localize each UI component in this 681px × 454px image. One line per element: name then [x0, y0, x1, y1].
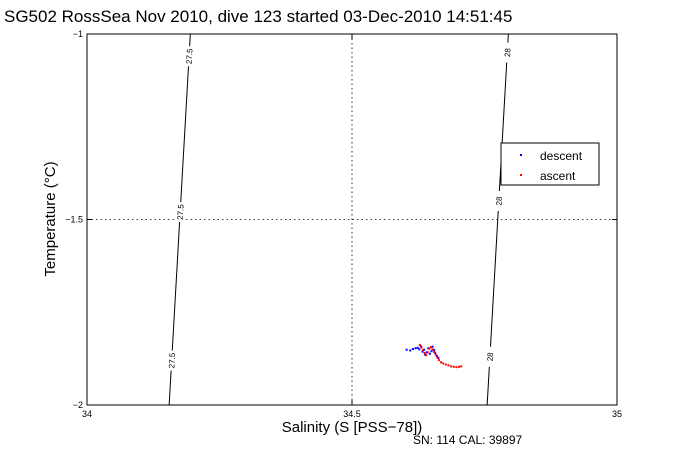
contour-label: 28 — [495, 196, 505, 206]
descent-point — [430, 350, 433, 353]
descent-point — [434, 352, 437, 355]
ascent-point — [450, 365, 453, 368]
legend-descent-label: descent — [540, 149, 583, 163]
density-contours: 27.5 27.5 27.5 28 28 28 — [166, 33, 513, 406]
serial-calibration-note: SN: 114 CAL: 39897 — [413, 433, 523, 447]
contour-label: 27.5 — [176, 204, 186, 221]
y-tick-label: −1.5 — [65, 215, 83, 225]
contour-label-gap — [175, 202, 186, 223]
chart-title: SG502 RossSea Nov 2010, dive 123 started… — [4, 7, 512, 26]
descent-point — [419, 345, 422, 348]
contour-label-gap — [166, 350, 177, 371]
x-tick-label: 34.5 — [343, 409, 361, 419]
descent-point — [428, 352, 431, 355]
descent-point — [435, 355, 438, 358]
contour-label: 28 — [503, 47, 513, 57]
ascent-point — [447, 364, 450, 367]
ascent-point — [460, 365, 463, 368]
axis-ticks: 34 34.5 35 −2 −1.5 −1 — [65, 29, 622, 419]
descent-point — [405, 348, 408, 351]
descent-point — [433, 349, 436, 352]
data-points — [405, 343, 463, 369]
descent-point — [423, 348, 426, 351]
descent-point — [409, 349, 412, 352]
grid-lines — [87, 34, 617, 405]
ascent-point — [425, 354, 428, 357]
contour-label-gap — [184, 46, 195, 67]
x-tick-label: 34 — [82, 409, 92, 419]
contour-label: 28 — [486, 352, 496, 362]
legend-box — [500, 142, 600, 186]
descent-point — [421, 350, 424, 353]
contour-label-gap — [493, 190, 504, 211]
contour-line-28 — [486, 33, 509, 406]
contour-label: 27.5 — [167, 352, 177, 369]
ascent-point — [423, 352, 426, 355]
y-axis-label: Temperature (°C) — [42, 161, 59, 276]
x-axis-label: Salinity (S [PSS−78]) — [282, 419, 422, 436]
legend-descent-marker — [520, 154, 522, 156]
ascent-point — [418, 343, 421, 346]
ascent-point — [442, 362, 445, 365]
ascent-point — [429, 346, 432, 349]
ascent-point — [455, 366, 458, 369]
ascent-point — [434, 353, 437, 356]
contour-label-gap — [502, 42, 513, 63]
descent-point — [437, 356, 440, 359]
descent-point — [416, 346, 419, 349]
descent-point — [427, 347, 430, 350]
ascent-point — [422, 349, 425, 352]
descent-point — [424, 353, 427, 356]
ascent-point — [452, 365, 455, 368]
y-tick-label: −2 — [73, 400, 83, 410]
legend-ascent-label: ascent — [540, 169, 576, 183]
ascent-point — [440, 361, 443, 364]
descent-point — [425, 351, 428, 354]
ascent-point — [428, 347, 431, 350]
ascent-point — [420, 346, 423, 349]
contour-label: 27.5 — [185, 48, 195, 65]
descent-point — [418, 348, 421, 351]
ascent-point — [436, 356, 439, 359]
legend: descent ascent — [500, 142, 600, 186]
ascent-point — [426, 351, 429, 354]
contour-label-gap — [484, 346, 495, 367]
ascent-point — [444, 363, 447, 366]
ascent-point — [437, 359, 440, 362]
plot-area: 27.5 27.5 27.5 28 28 28 34 34.5 35 −2 −1.5 −1 — [65, 29, 622, 419]
legend-ascent-marker — [520, 174, 522, 176]
descent-point — [411, 347, 414, 350]
y-tick-label: −1 — [73, 29, 83, 39]
ascent-point — [431, 348, 434, 351]
x-tick-label: 35 — [612, 409, 622, 419]
descent-point — [414, 347, 417, 350]
ascent-point — [433, 350, 436, 353]
descent-point — [431, 345, 434, 348]
ascent-point — [458, 365, 461, 368]
